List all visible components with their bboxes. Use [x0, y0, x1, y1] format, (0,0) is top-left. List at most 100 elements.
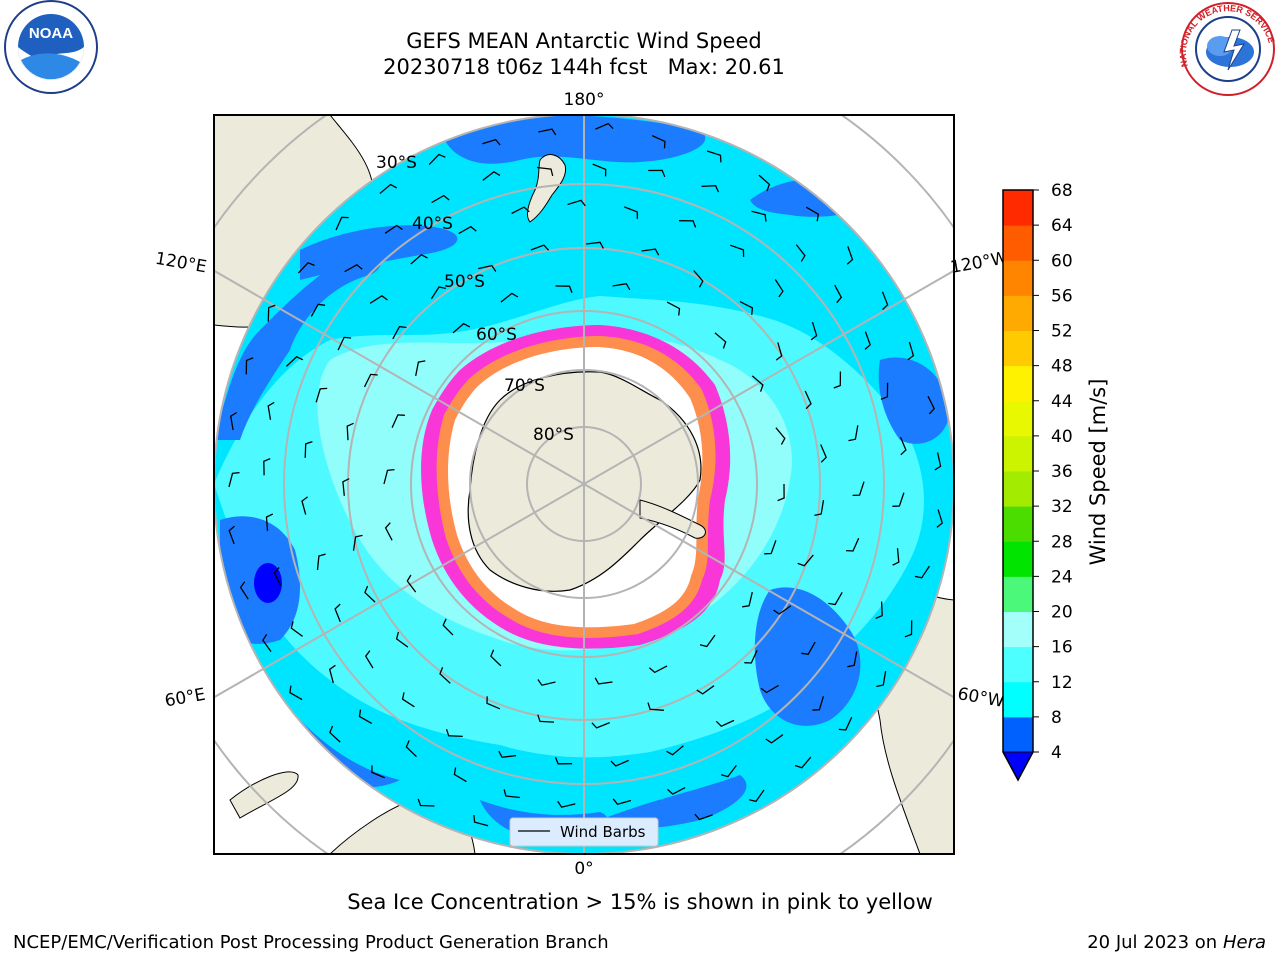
- wind-barb: [486, 696, 501, 710]
- lat-label-80: 80°S: [533, 425, 574, 445]
- colorbar-segment: [1003, 330, 1033, 367]
- latitude-labels: 30°S 40°S 50°S 60°S 70°S 80°S: [376, 153, 574, 445]
- wind-barb: [666, 745, 684, 756]
- wind-barb: [473, 815, 489, 827]
- wind-barb: [554, 757, 573, 765]
- wind-barb: [478, 264, 497, 272]
- wind-barb: [364, 585, 376, 603]
- wind-barb: [401, 692, 415, 708]
- wind-barb: [694, 813, 713, 821]
- wind-barb: [537, 714, 555, 723]
- wind-barb: [415, 360, 426, 377]
- colorbar-tick-label: 12: [1051, 673, 1073, 693]
- noaa-logo-text: NOAA: [29, 25, 73, 42]
- wind-barb: [814, 499, 825, 517]
- wind-barb: [482, 138, 501, 146]
- wind-barb: [881, 291, 889, 311]
- colorbar-tick-label: 8: [1051, 708, 1062, 728]
- wind-barb: [229, 411, 238, 431]
- colorbar-tick-label: 40: [1051, 427, 1073, 447]
- lon-label-0: 0°: [574, 859, 593, 879]
- wind-barb: [648, 169, 666, 178]
- wind-barb: [537, 166, 554, 177]
- wind-barb: [820, 444, 827, 463]
- wind-barb: [892, 548, 900, 566]
- wind-barb: [845, 537, 860, 552]
- wind-barb: [904, 620, 913, 638]
- wind-barb: [239, 581, 249, 600]
- colorbar-tick-label: 32: [1051, 497, 1073, 517]
- colorbar-outline: [1002, 189, 1034, 782]
- wind-barb: [538, 128, 557, 136]
- wind-barb: [864, 331, 871, 350]
- wind-barb: [914, 565, 930, 579]
- lon-label-120e: 120°E: [154, 249, 208, 278]
- wind-barb: [927, 395, 935, 415]
- noaa-logo: NOAA: [4, 0, 98, 94]
- wind-barb: [833, 371, 842, 389]
- colorbar-tick-label: 36: [1051, 462, 1073, 482]
- wind-barb: [445, 728, 463, 738]
- colorbar-segment: [1003, 365, 1033, 402]
- map-area: Wind Barbs: [214, 115, 954, 854]
- wind-barb: [773, 605, 792, 615]
- wind-barb: [273, 567, 281, 586]
- wind-barb: [431, 194, 450, 204]
- wind-barb: [384, 224, 403, 234]
- lat-label-30: 30°S: [376, 153, 417, 173]
- wind-barb: [453, 767, 467, 783]
- lat-label-60: 60°S: [476, 325, 517, 345]
- wind-barb: [760, 684, 779, 694]
- wind-barb: [594, 677, 613, 685]
- wind-barb: [290, 621, 303, 637]
- wind-barb: [775, 342, 783, 361]
- wind-barb: [804, 390, 812, 410]
- colorbar-tick-label: 16: [1051, 638, 1073, 658]
- footer-date: 20 Jul 2023 on: [1087, 932, 1223, 953]
- wind-barb: [846, 246, 854, 265]
- wind-barb: [567, 199, 586, 207]
- colorbar-extend-arrow: [1002, 751, 1034, 782]
- lat-label-40: 40°S: [412, 214, 453, 234]
- wind-barb: [699, 634, 716, 648]
- colorbar-segment: [1003, 225, 1033, 261]
- wind-barb: [363, 373, 378, 388]
- wind-barb: [328, 664, 336, 684]
- wind-barb: [838, 716, 853, 731]
- wind-barb: [899, 436, 907, 456]
- colorbar-segment: [1003, 400, 1033, 437]
- wind-barb: [557, 800, 576, 808]
- wind-barb: [623, 206, 638, 219]
- wind-barb: [751, 375, 764, 392]
- lat-label-50: 50°S: [444, 272, 485, 292]
- wind-barb: [228, 525, 235, 545]
- madagascar-land: [229, 771, 299, 819]
- wind-barbs: [228, 122, 944, 841]
- wind-barb: [391, 414, 405, 428]
- wind-barb: [758, 174, 771, 192]
- wind-barb: [337, 336, 352, 351]
- legend-label: Wind Barbs: [560, 823, 646, 841]
- wind-barb: [428, 153, 446, 166]
- wind-barb: [848, 425, 859, 442]
- nws-logo: NATIONAL WEATHER SERVICE: [1178, 2, 1277, 96]
- footer-machine: Hera: [1222, 932, 1266, 953]
- wind-barb: [739, 301, 754, 315]
- colorbar-tick-label: 60: [1051, 251, 1073, 271]
- wind-barb: [335, 216, 349, 231]
- wind-barb: [610, 759, 629, 767]
- wind-barb: [852, 481, 865, 497]
- wind-barb: [679, 220, 697, 228]
- wind-barb: [641, 248, 660, 256]
- graticule: [214, 115, 954, 854]
- colorbar-tick-label: 24: [1051, 567, 1073, 587]
- wind-barb: [810, 322, 818, 341]
- map-frame: [213, 114, 955, 855]
- colorbar-segment: [1003, 611, 1033, 648]
- wind-barb: [364, 650, 374, 669]
- wind-barb: [267, 304, 276, 322]
- colorbar-tick-label: 52: [1051, 322, 1073, 342]
- wind-barb: [344, 264, 363, 273]
